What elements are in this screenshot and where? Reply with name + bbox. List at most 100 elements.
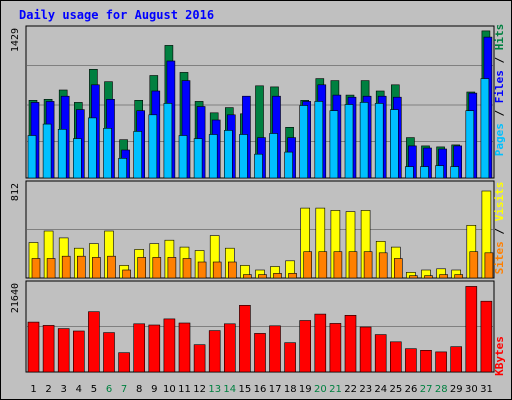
- kbytes-bar-day-25: [389, 341, 402, 373]
- chart-title: Daily usage for August 2016: [19, 8, 215, 22]
- pages-bar-day-12: [193, 138, 203, 179]
- x-tick-label-day-13: 13: [208, 384, 221, 395]
- pages-bar-day-1: [27, 135, 37, 179]
- kbytes-bar-day-29: [450, 346, 463, 373]
- sites-bar-day-7: [122, 269, 131, 279]
- x-tick-label-day-15: 15: [239, 384, 252, 395]
- pages-bar-day-29: [450, 166, 460, 179]
- sites-bar-day-22: [348, 251, 358, 279]
- x-tick-label-day-10: 10: [163, 384, 176, 395]
- pages-bar-day-30: [465, 110, 475, 179]
- sites-bar-day-11: [182, 258, 192, 279]
- kbytes-bar-day-27: [420, 349, 432, 373]
- x-tick-label-day-31: 31: [480, 384, 493, 395]
- sites-bar-day-2: [46, 258, 56, 279]
- top-legend: Pages / Files / Hits: [493, 24, 506, 157]
- pages-bar-day-19: [299, 105, 309, 179]
- kbytes-bar-day-3: [57, 328, 70, 373]
- x-tick-label-day-2: 2: [45, 384, 51, 395]
- x-tick-label-day-23: 23: [359, 384, 372, 395]
- pages-bar-day-3: [57, 129, 67, 179]
- sites-bar-day-1: [31, 258, 41, 279]
- x-tick-label-day-24: 24: [374, 384, 387, 395]
- kbytes-bar-day-28: [435, 351, 447, 373]
- sites-bar-day-3: [61, 255, 71, 279]
- x-tick-label-day-16: 16: [254, 384, 267, 395]
- sites-bar-day-20: [318, 251, 328, 279]
- legend-sites: Sites: [493, 241, 506, 274]
- kbytes-bar-day-11: [178, 322, 191, 373]
- pages-bar-day-8: [133, 131, 142, 179]
- sites-bar-day-26: [409, 275, 418, 279]
- sites-bar-day-4: [77, 255, 86, 279]
- sites-bar-day-5: [92, 257, 101, 279]
- x-tick-label-day-12: 12: [193, 384, 206, 395]
- kbytes-bar-day-23: [359, 326, 372, 373]
- kbytes-bar-day-19: [299, 320, 312, 373]
- x-tick-label-day-14: 14: [223, 384, 236, 395]
- middle-legend: Sites / Visits: [493, 182, 506, 275]
- sites-bar-day-6: [107, 255, 116, 279]
- kbytes-bar-day-16: [254, 333, 266, 373]
- kbytes-bar-day-8: [133, 323, 145, 373]
- pages-bar-day-13: [208, 134, 218, 179]
- x-tick-label-day-30: 30: [465, 384, 478, 395]
- sites-bar-day-23: [363, 251, 373, 279]
- sites-bar-day-27: [424, 275, 433, 279]
- pages-bar-day-26: [405, 166, 414, 179]
- pages-bar-day-2: [42, 123, 52, 179]
- x-tick-label-day-11: 11: [178, 384, 191, 395]
- pages-bar-day-28: [435, 165, 444, 179]
- pages-bar-day-25: [389, 109, 399, 179]
- bottom-legend: KBytes: [493, 336, 506, 376]
- sites-bar-day-29: [454, 274, 464, 279]
- kbytes-bar-day-26: [405, 348, 417, 373]
- kbytes-bar-day-13: [208, 330, 221, 373]
- pages-bar-day-5: [88, 117, 97, 179]
- x-tick-label-day-25: 25: [390, 384, 403, 395]
- top-legend-separator: /: [493, 103, 506, 123]
- panel-middle-ymax-label: 812: [10, 183, 21, 201]
- pages-bar-day-20: [314, 101, 324, 179]
- pages-bar-day-23: [359, 102, 369, 179]
- pages-bar-day-27: [420, 166, 429, 179]
- legend-visits: Visits: [493, 182, 506, 222]
- x-tick-label-day-4: 4: [76, 384, 82, 395]
- kbytes-bar-day-10: [163, 318, 176, 373]
- pages-bar-day-18: [284, 151, 293, 179]
- sites-bar-day-19: [303, 251, 313, 279]
- legend-pages: Pages: [493, 123, 506, 156]
- sites-bar-day-12: [197, 261, 207, 279]
- kbytes-bar-day-12: [193, 344, 206, 373]
- pages-bar-day-4: [73, 138, 82, 179]
- top-legend-separator: /: [493, 50, 506, 70]
- kbytes-bar-day-21: [329, 323, 342, 373]
- x-tick-label-day-3: 3: [61, 384, 67, 395]
- pages-bar-day-17: [269, 133, 278, 179]
- x-tick-label-day-26: 26: [405, 384, 418, 395]
- sites-bar-day-28: [439, 274, 448, 279]
- pages-bar-day-22: [344, 104, 354, 179]
- x-tick-label-day-8: 8: [136, 384, 142, 395]
- middle-legend-separator: /: [493, 221, 506, 241]
- kbytes-bar-day-22: [344, 314, 357, 373]
- x-tick-label-day-20: 20: [314, 384, 327, 395]
- kbytes-bar-day-9: [148, 324, 161, 373]
- sites-bar-day-14: [228, 261, 237, 279]
- sites-bar-day-8: [137, 257, 146, 279]
- x-tick-label-day-7: 7: [121, 384, 127, 395]
- x-tick-label-day-21: 21: [329, 384, 342, 395]
- kbytes-bar-day-4: [73, 330, 85, 373]
- kbytes-bar-day-17: [269, 325, 281, 373]
- x-tick-label-day-19: 19: [299, 384, 312, 395]
- pages-bar-day-31: [480, 78, 490, 179]
- legend-hits: Hits: [493, 24, 506, 51]
- x-tick-label-day-1: 1: [30, 384, 36, 395]
- sites-bar-day-16: [258, 274, 267, 279]
- panel-top-ymax-label: 1429: [10, 28, 21, 52]
- sites-bar-day-13: [212, 261, 222, 279]
- x-tick-label-day-28: 28: [435, 384, 448, 395]
- kbytes-bar-day-15: [239, 304, 251, 373]
- pages-bar-day-14: [224, 130, 233, 179]
